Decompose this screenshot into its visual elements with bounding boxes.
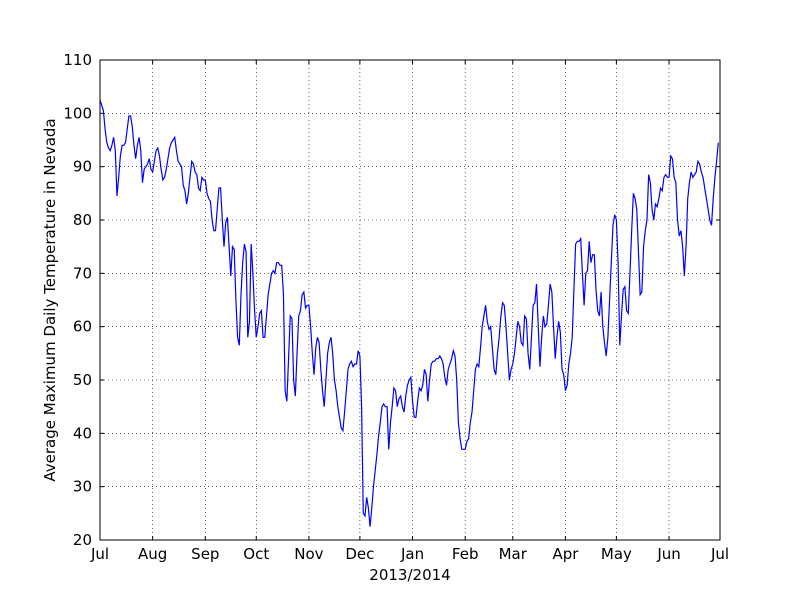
x-tick-label: May	[601, 545, 632, 563]
y-tick-label: 70	[73, 264, 92, 282]
y-tick-label: 30	[73, 478, 92, 496]
x-tick-label: Jul	[710, 545, 729, 563]
x-tick-label: Oct	[243, 545, 269, 563]
y-axis-label: Average Maximum Daily Temperature in Nev…	[41, 118, 59, 481]
x-tick-label: Aug	[138, 545, 167, 563]
x-axis-label: 2013/2014	[369, 566, 450, 584]
y-tick-label: 110	[63, 51, 92, 69]
x-tick-label: Dec	[345, 545, 374, 563]
plot-frame	[99, 59, 721, 541]
y-tick-label: 100	[63, 104, 92, 122]
x-tick-label: Jun	[656, 545, 680, 563]
x-tick-label: Mar	[499, 545, 528, 563]
y-tick-label: 80	[73, 211, 92, 229]
y-tick-label: 20	[73, 531, 92, 549]
x-tick-label: Sep	[191, 545, 219, 563]
x-tick-label: Nov	[294, 545, 323, 563]
y-tick-label: 90	[73, 158, 92, 176]
y-tick-label: 40	[73, 424, 92, 442]
data-line	[99, 99, 719, 527]
x-tick-label: Jan	[400, 545, 424, 563]
y-tick-label: 50	[73, 371, 92, 389]
x-tick-label: Apr	[552, 545, 579, 563]
x-tick-label: Feb	[452, 545, 479, 563]
x-tick-label: Jul	[90, 545, 109, 563]
y-tick-label: 60	[73, 318, 92, 336]
